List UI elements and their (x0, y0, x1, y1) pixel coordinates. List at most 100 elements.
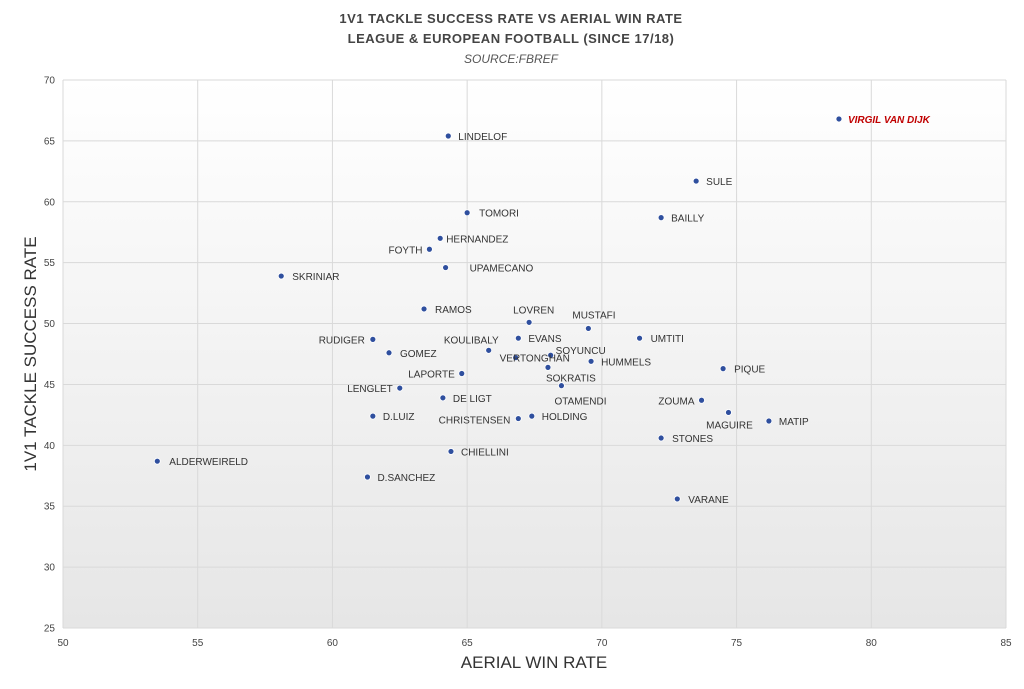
point-de-ligt (439, 394, 447, 402)
x-axis-label: AERIAL WIN RATE (461, 653, 607, 672)
label-d-sanchez: D.SANCHEZ (377, 473, 435, 484)
label-hummels: HUMMELS (601, 357, 651, 368)
label-de-ligt: DE LIGT (453, 394, 492, 405)
label-sule: SULE (706, 177, 732, 188)
point-hummels (587, 357, 595, 365)
axis-ticks: 25 30 35 40 45 50 55 60 65 70 50 55 60 65 70 75 80 85 (44, 76, 1012, 650)
gridlines (62, 79, 1007, 629)
plot-area (63, 80, 1006, 628)
point-gomez (385, 349, 393, 357)
x-tick-label: 60 (327, 638, 339, 649)
label-sokratis: SOKRATIS (546, 373, 596, 384)
data-points (153, 115, 843, 503)
label-koulibaly: KOULIBALY (444, 335, 499, 346)
point-christensen (514, 415, 522, 422)
point-lovren (525, 318, 533, 326)
point-bailly (657, 214, 665, 222)
x-tick-label: 70 (596, 638, 608, 649)
y-tick-label: 45 (44, 380, 56, 391)
point-evans (514, 334, 522, 342)
point-soyuncu (547, 351, 555, 359)
chart-title-line-1: 1V1 TACKLE SUCCESS RATE VS AERIAL WIN RA… (339, 11, 682, 26)
label-virgil-van-dijk: VIRGIL VAN DIJK (848, 115, 931, 126)
label-vertonghan: VERTONGHAN (500, 354, 570, 365)
label-mustafi: MUSTAFI (572, 310, 615, 321)
label-holding: HOLDING (542, 412, 588, 423)
point-matip (765, 417, 773, 425)
y-tick-label: 25 (44, 624, 56, 635)
data-labels: VIRGIL VAN DIJK LINDELOF SULE TOMORI BAILLY H… (169, 115, 930, 506)
label-foyth: FOYTH (389, 245, 423, 256)
x-tick-label: 80 (866, 638, 878, 649)
x-tick-label: 50 (57, 638, 69, 649)
point-rudiger (369, 335, 377, 343)
point-d-sanchez (364, 473, 371, 481)
label-zouma: ZOUMA (658, 396, 694, 407)
y-tick-label: 50 (44, 319, 56, 330)
label-skriniar: SKRINIAR (292, 272, 339, 283)
point-vertonghan (512, 354, 520, 362)
label-laporte: LAPORTE (408, 369, 455, 380)
y-tick-label: 55 (44, 258, 56, 269)
label-ramos: RAMOS (435, 305, 472, 316)
label-lenglet: LENGLET (347, 384, 393, 395)
point-lindelof (444, 132, 452, 140)
point-skriniar (277, 272, 285, 280)
point-upamecano (442, 264, 449, 271)
y-tick-label: 40 (44, 441, 56, 452)
point-foyth (426, 245, 433, 253)
label-pique: PIQUE (734, 365, 765, 376)
label-evans: EVANS (528, 334, 561, 345)
point-d-luiz (369, 412, 377, 420)
label-varane: VARANE (688, 495, 729, 506)
chart-title-line-2: LEAGUE & EUROPEAN FOOTBALL (SINCE 17/18) (348, 31, 675, 46)
point-chiellini (447, 448, 455, 455)
label-lovren: LOVREN (513, 305, 554, 316)
x-tick-label: 55 (192, 638, 204, 649)
point-koulibaly (485, 346, 493, 354)
y-tick-label: 35 (44, 502, 56, 513)
point-laporte (458, 370, 466, 377)
point-maguire (725, 409, 732, 416)
point-otamendi (558, 382, 565, 390)
point-alderweireld (153, 457, 161, 465)
y-tick-label: 70 (44, 76, 56, 87)
point-pique (719, 365, 727, 373)
point-hernandez (436, 234, 444, 242)
label-hernandez: HERNANDEZ (446, 234, 508, 245)
y-axis-label: 1V1 TACKLE SUCCESS RATE (21, 236, 40, 471)
label-otamendi: OTAMENDI (554, 397, 606, 408)
x-tick-label: 85 (1000, 638, 1012, 649)
x-tick-label: 75 (731, 638, 743, 649)
point-sokratis (544, 363, 552, 371)
point-zouma (698, 396, 705, 404)
label-alderweireld: ALDERWEIRELD (169, 457, 248, 468)
point-sule (692, 177, 700, 185)
label-gomez: GOMEZ (400, 349, 437, 360)
chart-subtitle: SOURCE:FBREF (464, 52, 559, 66)
label-maguire: MAGUIRE (706, 420, 753, 431)
point-tomori (463, 209, 471, 217)
point-lenglet (396, 384, 404, 392)
y-tick-label: 65 (44, 136, 56, 147)
label-rudiger: RUDIGER (319, 335, 365, 346)
label-tomori: TOMORI (479, 209, 519, 220)
point-holding (528, 412, 536, 420)
label-matip: MATIP (779, 417, 809, 428)
label-soyuncu: SOYUNCU (556, 346, 606, 357)
label-lindelof: LINDELOF (458, 132, 507, 143)
point-mustafi (584, 325, 592, 332)
x-tick-label: 65 (462, 638, 474, 649)
label-chiellini: CHIELLINI (461, 447, 509, 458)
label-christensen: CHRISTENSEN (439, 416, 511, 427)
point-ramos (420, 305, 428, 313)
y-tick-label: 60 (44, 197, 56, 208)
label-stones: STONES (672, 434, 713, 445)
y-tick-label: 30 (44, 563, 56, 574)
point-virgil-van-dijk (835, 115, 843, 123)
label-upamecano: UPAMECANO (470, 264, 534, 275)
point-umtiti (636, 334, 643, 342)
label-bailly: BAILLY (671, 214, 704, 225)
point-varane (673, 495, 681, 503)
